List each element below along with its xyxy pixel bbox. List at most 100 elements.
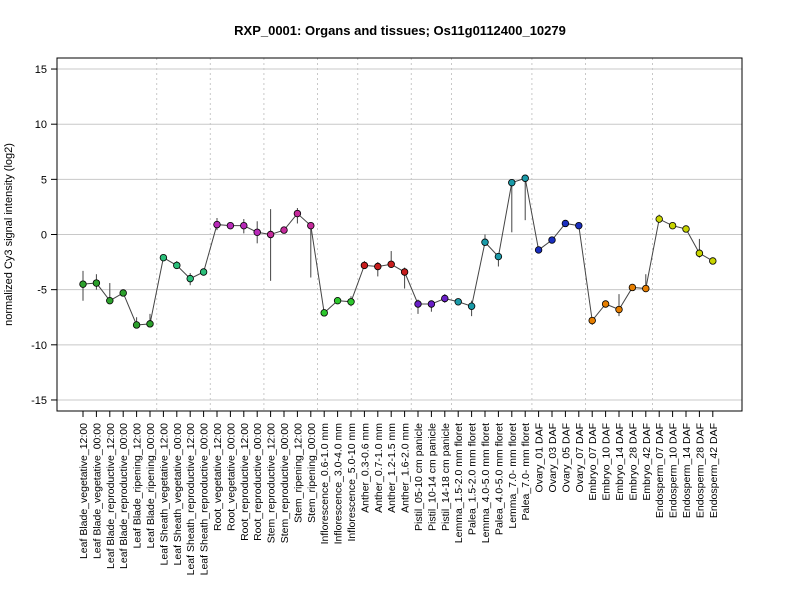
data-point	[226, 221, 235, 230]
data-point	[521, 174, 529, 182]
x-tick-label: Inflorescence_0.6-1.0 mm	[319, 423, 331, 545]
data-point	[132, 321, 141, 329]
x-tick-label: Leaf Blade_vegetative_00:00	[91, 423, 103, 559]
data-point	[266, 230, 275, 239]
x-tick-label: Anther_0.7-1.0 mm	[373, 423, 385, 513]
data-point	[240, 221, 248, 230]
chart-title: RXP_0001: Organs and tissues; Os11g01124…	[234, 23, 566, 38]
x-tick-label: Pistil_14-18 cm panicle	[440, 423, 452, 531]
data-point	[441, 294, 449, 303]
x-tick-label: Leaf Blade_reproductive_12:00	[105, 423, 117, 569]
x-tick-label: Stem_reproductive_12:00	[266, 423, 278, 543]
data-point	[374, 262, 382, 271]
data-point	[615, 305, 623, 314]
data-point	[333, 296, 342, 305]
data-point	[360, 261, 369, 270]
y-tick-label: 15	[35, 64, 47, 76]
x-tick-label: Root_reproductive_12:00	[239, 423, 251, 541]
data-point	[628, 283, 637, 292]
x-tick-label: Root_vegetative_00:00	[225, 423, 237, 531]
x-tick-label: Embryo_42 DAF	[641, 423, 653, 501]
data-point	[400, 268, 409, 276]
x-tick-label: Endosperm_14 DAF	[681, 423, 693, 518]
x-tick-label: Endosperm_28 DAF	[694, 423, 706, 518]
x-tick-label: Leaf Sheath_vegetative_12:00	[158, 423, 170, 566]
x-tick-label: Ovary_05 DAF	[560, 423, 572, 492]
x-tick-label: Endosperm_10 DAF	[668, 423, 680, 518]
data-point	[588, 316, 596, 325]
x-tick-label: Embryo_28 DAF	[627, 423, 639, 501]
x-tick-label: Stem_reproductive_00:00	[279, 423, 291, 543]
x-tick-label: Leaf Blade_ripening_00:00	[145, 423, 157, 549]
x-tick-label: Embryo_07 DAF	[587, 423, 599, 501]
x-tick-label: Endosperm_42 DAF	[708, 423, 720, 518]
data-point	[642, 284, 650, 293]
data-point	[655, 215, 663, 223]
x-tick-label: Embryo_10 DAF	[601, 423, 613, 501]
x-tick-label: Embryo_14 DAF	[614, 423, 626, 501]
data-point	[454, 298, 462, 306]
x-tick-label: Inflorescence_5.0-10 mm	[346, 423, 358, 542]
x-tick-label: Ovary_01 DAF	[534, 423, 546, 492]
data-point	[387, 260, 395, 268]
x-axis: Leaf Blade_vegetative_12:00 Leaf Blade_ve…	[78, 411, 720, 575]
y-tick-label: -5	[37, 285, 47, 297]
y-tick-label: -15	[31, 395, 47, 407]
data-point	[682, 225, 690, 233]
x-tick-label: Pistil_05-10 cm panicle	[413, 423, 425, 531]
data-point	[494, 252, 503, 261]
x-tick-label: Root_vegetative_12:00	[212, 423, 224, 531]
data-point	[119, 289, 127, 297]
grid-layer	[57, 58, 742, 411]
data-point	[601, 300, 610, 308]
data-point	[253, 228, 261, 236]
data-point	[293, 209, 302, 218]
data-point	[92, 279, 101, 287]
x-tick-label: Anther_1.2-1.5 mm	[386, 423, 398, 513]
x-tick-label: Leaf Sheath_reproductive_00:00	[199, 423, 211, 576]
data-point	[320, 309, 328, 317]
data-point	[347, 298, 355, 306]
data-point	[199, 268, 208, 276]
data-point	[186, 274, 194, 283]
x-tick-label: Leaf Blade_reproductive_00:00	[118, 423, 130, 569]
data-point	[159, 253, 168, 262]
x-tick-label: Leaf Sheath_vegetative_00:00	[172, 423, 184, 566]
y-tick-label: 10	[35, 119, 47, 131]
data-point	[668, 221, 677, 230]
y-tick-label: 0	[41, 230, 47, 242]
x-tick-label: Leaf Sheath_reproductive_12:00	[185, 423, 197, 576]
data-point	[146, 320, 154, 328]
x-tick-label: Anther_0.3-0.6 mm	[359, 423, 371, 513]
data-point	[79, 280, 87, 288]
y-tick-label: 5	[41, 174, 47, 186]
x-tick-label: Stem_ripening_00:00	[306, 423, 318, 523]
data-point	[695, 249, 704, 257]
x-tick-label: Palea_1.5-2.0 mm floret	[467, 423, 479, 535]
series-line	[82, 177, 714, 326]
data-point	[106, 296, 114, 305]
data-point	[481, 238, 489, 246]
data-point	[548, 236, 556, 244]
x-tick-label: Pistil_10-14 cm panicle	[426, 423, 438, 531]
x-tick-label: Palea_7.0- mm floret	[520, 423, 532, 521]
x-tick-label: Ovary_07 DAF	[574, 423, 586, 492]
x-tick-label: Ovary_03 DAF	[547, 423, 559, 492]
data-point	[709, 257, 717, 265]
data-point	[213, 220, 221, 229]
x-tick-label: Lemma_7.0- mm floret	[507, 423, 519, 529]
x-tick-label: Stem_ripening_12:00	[292, 423, 304, 523]
data-point	[467, 302, 476, 310]
data-point	[280, 226, 288, 234]
data-point	[307, 221, 315, 230]
data-point	[427, 300, 436, 308]
x-tick-label: Inflorescence_3.0-4.0 mm	[333, 423, 345, 545]
x-tick-label: Leaf Blade_ripening_12:00	[132, 423, 144, 549]
x-tick-label: Leaf Blade_vegetative_12:00	[78, 423, 90, 559]
data-point	[414, 300, 422, 308]
data-point	[575, 221, 583, 230]
y-tick-label: -10	[31, 340, 47, 352]
x-tick-label: Lemma_1.5-2.0 mm floret	[453, 423, 465, 543]
x-tick-label: Palea_4.0-5.0 mm floret	[493, 423, 505, 535]
